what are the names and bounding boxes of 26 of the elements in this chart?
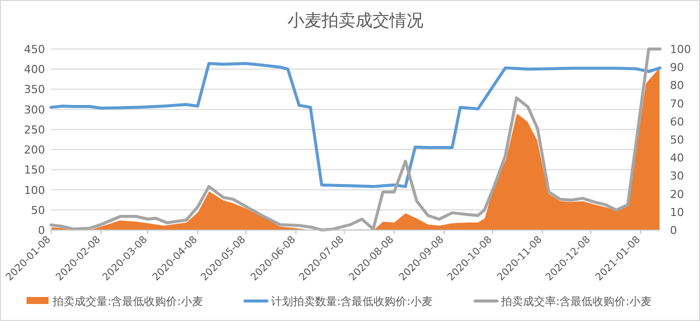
legend-label: 拍卖成交率:含最低收购价:小麦 (500, 295, 652, 308)
legend-label: 拍卖成交量:含最低收购价:小麦 (52, 295, 203, 308)
y-tick-label: 400 (24, 63, 45, 76)
y2-tick-label: 60 (670, 115, 684, 128)
y2-tick-label: 0 (670, 224, 677, 237)
y2-tick-label: 90 (670, 61, 684, 74)
y2-tick-label: 100 (670, 43, 691, 56)
y-tick-label: 300 (24, 103, 45, 116)
y-tick-label: 250 (24, 123, 45, 136)
y2-tick-label: 20 (670, 188, 684, 201)
y-tick-label: 350 (24, 83, 45, 96)
y-tick-label: 150 (24, 164, 45, 177)
y-tick-label: 50 (31, 204, 45, 217)
y2-tick-label: 50 (670, 134, 684, 146)
y2-tick-label: 40 (670, 152, 684, 165)
y2-tick-label: 70 (670, 97, 684, 110)
y-tick-label: 200 (24, 144, 45, 157)
y2-tick-label: 30 (670, 170, 684, 183)
y2-tick-label: 80 (670, 79, 684, 92)
y-tick-label: 100 (24, 184, 45, 197)
y-tick-label: 450 (24, 43, 45, 56)
line-series (50, 62, 662, 188)
legend-label: 计划拍卖数量:含最低收购价:小麦 (271, 295, 432, 308)
y2-tick-label: 10 (670, 206, 684, 219)
chart-title: 小麦拍卖成交情况 (288, 11, 424, 31)
y-tick-label: 0 (38, 224, 45, 237)
